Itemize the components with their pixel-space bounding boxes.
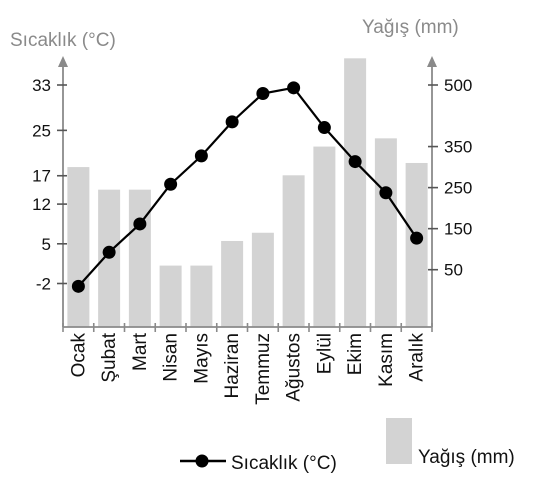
- left-axis-title: Sıcaklık (°C): [10, 30, 116, 51]
- legend-line-label: Sıcaklık (°C): [231, 453, 337, 474]
- category-label-9: Ekim: [345, 333, 366, 375]
- left-tick-label: 12: [32, 195, 51, 214]
- legend-bar-swatch: [386, 418, 412, 464]
- precip-bar-8: [313, 146, 336, 327]
- legend-bar-label: Yağış (mm): [418, 447, 515, 468]
- temperature-point-1: [102, 245, 116, 259]
- category-label-8: Eylül: [314, 333, 335, 374]
- left-axis-arrow-icon: [58, 56, 68, 67]
- precip-bar-5: [221, 240, 244, 327]
- precip-bar-7: [282, 175, 305, 327]
- precipitation-bars: [67, 58, 428, 328]
- category-label-1: Şubat: [99, 332, 120, 382]
- temperature-point-11: [410, 231, 424, 245]
- right-axis-arrow-icon: [427, 56, 437, 67]
- legend-marker-icon: [195, 454, 209, 468]
- temperature-point-10: [379, 186, 393, 200]
- right-tick-label: 350: [444, 138, 472, 157]
- temperature-point-0: [71, 279, 85, 293]
- precip-bar-10: [374, 138, 397, 327]
- precip-bar-2: [128, 189, 151, 327]
- precip-bar-11: [405, 162, 428, 327]
- right-tick-label: 250: [444, 179, 472, 198]
- temperature-polyline: [77, 86, 418, 288]
- temperature-point-6: [256, 87, 270, 101]
- temperature-point-9: [348, 155, 362, 169]
- left-tick-label: 25: [32, 121, 51, 140]
- precip-bar-0: [67, 167, 90, 327]
- left-tick-label: 5: [42, 235, 51, 254]
- right-tick-label: 50: [444, 261, 463, 280]
- precip-bar-4: [190, 265, 213, 327]
- temperature-point-3: [164, 177, 178, 191]
- temperature-point-5: [225, 115, 239, 129]
- category-label-4: Mayıs: [191, 333, 212, 384]
- temperature-point-7: [287, 81, 301, 95]
- category-label-3: Nisan: [161, 333, 182, 382]
- category-label-5: Haziran: [222, 333, 243, 398]
- category-label-2: Mart: [130, 332, 151, 371]
- tick-labels: -2 5 12 17 25 33 50 150 250 350 500 Ocak Şubat Mart Ni…: [32, 76, 472, 405]
- left-tick-label: 33: [32, 76, 51, 95]
- temperature-line: [71, 81, 424, 293]
- category-label-7: Ağustos: [284, 333, 305, 402]
- precip-bar-3: [159, 265, 182, 327]
- temperature-point-4: [194, 149, 208, 163]
- category-label-6: Temmuz: [253, 333, 274, 405]
- temperature-point-2: [133, 217, 147, 231]
- axes: [57, 56, 438, 332]
- right-axis-title: Yağış (mm): [362, 17, 459, 38]
- category-label-10: Kasım: [376, 333, 397, 387]
- category-label-0: Ocak: [68, 333, 89, 378]
- right-tick-label: 500: [444, 76, 472, 95]
- right-tick-label: 150: [444, 220, 472, 239]
- left-tick-label: -2: [36, 275, 51, 294]
- left-tick-label: 17: [32, 167, 51, 186]
- legend: Sıcaklık (°C) Yağış (mm): [180, 418, 515, 474]
- temperature-point-8: [317, 121, 331, 135]
- precip-bar-6: [251, 232, 274, 327]
- precip-bar-9: [344, 58, 367, 328]
- category-label-11: Aralık: [407, 333, 428, 382]
